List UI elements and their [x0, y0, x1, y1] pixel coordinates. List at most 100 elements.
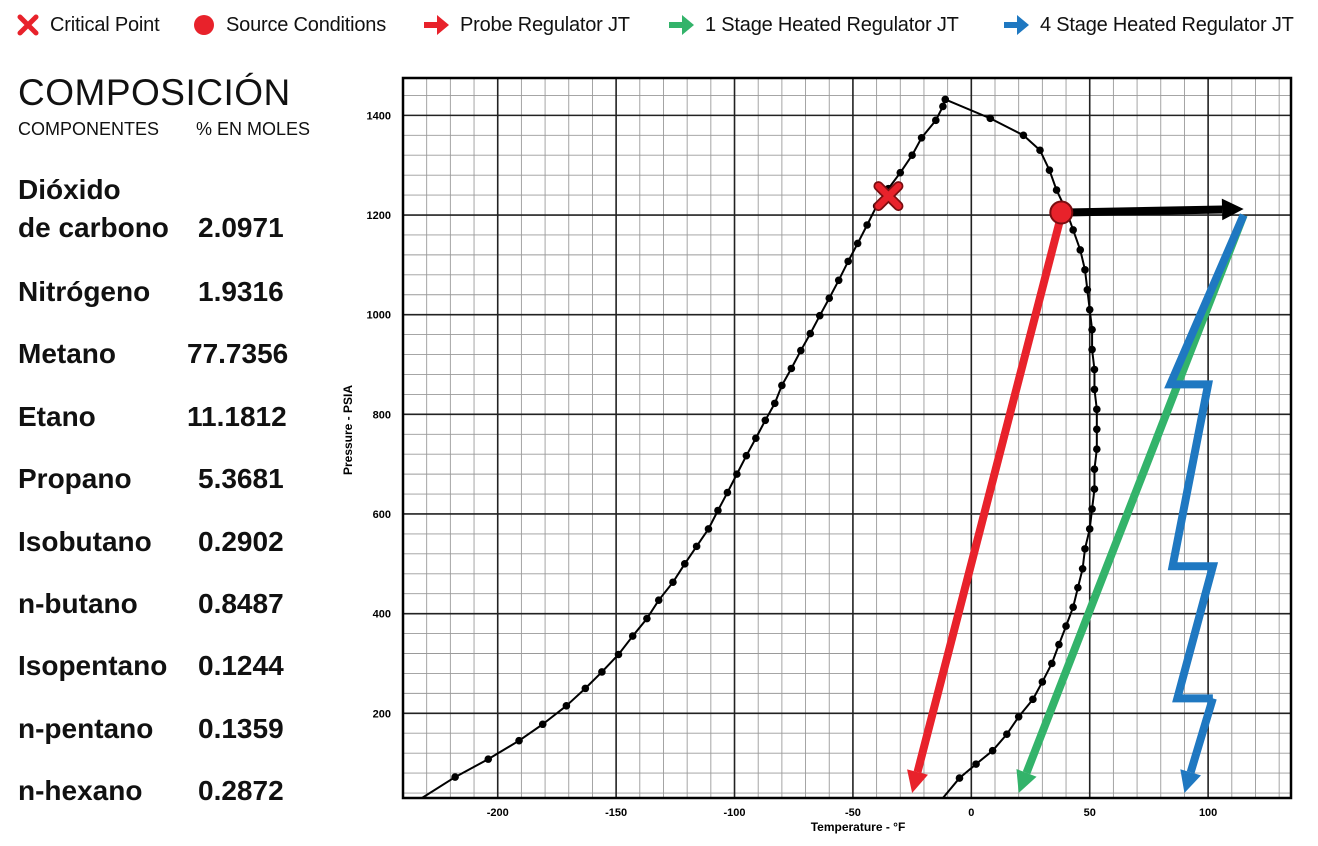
composition-panel: COMPOSICIÓN COMPONENTES % EN MOLES: [18, 74, 338, 141]
envelope-point: [1003, 730, 1011, 739]
component-name: n-butano: [18, 588, 138, 619]
component-value: 0.8487: [198, 588, 284, 619]
envelope-point: [1069, 603, 1077, 611]
envelope-point: [1029, 695, 1037, 704]
envelope-point: [1038, 678, 1047, 686]
envelope-point: [628, 632, 637, 640]
envelope-point: [1090, 385, 1099, 394]
component-name: de carbono: [18, 212, 169, 243]
envelope-point: [562, 702, 571, 710]
envelope-point: [723, 488, 732, 497]
envelope-point: [917, 133, 926, 142]
legend-label: Critical Point: [50, 13, 160, 36]
x-tick-label: 50: [1084, 807, 1096, 819]
legend-item-1-stage: 1 Stage Heated Regulator JT: [667, 11, 959, 39]
probe-regulator-arrow-head: [907, 769, 928, 794]
y-tick-label: 1000: [367, 310, 391, 322]
envelope-point: [986, 114, 995, 123]
table-row: Dióxido de carbono 2.0971: [18, 174, 338, 254]
component-name: n-pentano: [18, 713, 154, 744]
component-value: 5.3681: [198, 463, 284, 494]
component-name: Dióxido: [18, 174, 121, 205]
envelope-point: [1048, 659, 1056, 668]
source-heat-arrow-shaft: [1065, 205, 1223, 217]
envelope-point: [1076, 246, 1085, 254]
envelope-point: [787, 364, 796, 373]
envelope-point: [581, 684, 590, 693]
component-value: 0.1359: [198, 713, 284, 744]
percent-column-header: % EN MOLES: [196, 119, 311, 139]
envelope-point: [1081, 266, 1089, 274]
legend-item-source-conditions: Source Conditions: [192, 11, 386, 39]
probe-regulator-arrow-shaft: [913, 214, 1066, 774]
legend-label: 4 Stage Heated Regulator JT: [1040, 13, 1294, 36]
envelope-point: [939, 102, 947, 111]
component-value: 1.9316: [198, 276, 284, 307]
envelope-point: [1085, 525, 1094, 533]
envelope-point: [1085, 305, 1094, 314]
envelope-point: [778, 381, 786, 390]
four-stage-arrow-shaft: [1186, 697, 1217, 774]
phase-envelope-chart: -200 -150 -100 -50 0 50 100 200 400 600 800 1000 12…: [341, 76, 1293, 834]
x-tick-label: 100: [1199, 807, 1217, 819]
arrow-right-icon: [424, 15, 449, 35]
source-conditions-marker: [1049, 200, 1074, 225]
envelope-point: [1088, 325, 1096, 334]
envelope-point: [1093, 445, 1101, 454]
envelope-point: [1069, 226, 1077, 234]
source-heat-arrow-head: [1221, 198, 1244, 221]
envelope-point: [896, 168, 905, 177]
envelope-point: [680, 560, 689, 568]
dot-marker-icon: [194, 15, 214, 35]
one-stage-arrow-head: [1016, 768, 1037, 794]
envelope-point: [1045, 166, 1054, 174]
envelope-point: [598, 668, 606, 676]
envelope-point: [972, 760, 980, 768]
plot-frame: [401, 76, 1293, 800]
envelope-point: [733, 470, 741, 478]
envelope-point: [941, 95, 950, 104]
arrow-right-icon: [669, 15, 694, 35]
envelope-point: [538, 720, 547, 729]
x-marker-icon: [17, 14, 39, 36]
envelope-point: [1019, 131, 1028, 140]
envelope-point: [815, 311, 824, 320]
envelope-point: [1014, 712, 1023, 721]
y-tick-label: 400: [373, 609, 391, 621]
component-value: 11.1812: [187, 401, 287, 432]
x-tick-label: 0: [968, 807, 974, 819]
component-name: Isobutano: [18, 526, 152, 557]
arrow-right-icon: [1004, 15, 1029, 35]
legend-label: Probe Regulator JT: [460, 13, 630, 36]
composition-title: COMPOSICIÓN: [18, 72, 291, 113]
component-name: Isopentano: [18, 650, 168, 681]
envelope-point: [714, 506, 722, 515]
envelope-point: [988, 746, 997, 755]
component-value: 2.0971: [198, 212, 284, 243]
envelope-point: [692, 542, 701, 551]
envelope-point: [797, 346, 805, 355]
component-column-header: COMPONENTES: [18, 119, 160, 139]
component-value: 0.2872: [198, 775, 284, 806]
legend-item-critical-point: Critical Point: [16, 11, 160, 39]
critical-point-marker: [875, 182, 902, 210]
envelope-point: [484, 755, 493, 763]
x-axis-label: Temperature - °F: [811, 820, 906, 834]
y-tick-label: 600: [373, 509, 391, 521]
envelope-point: [834, 276, 843, 285]
envelope-point: [669, 578, 677, 587]
component-name: Etano: [18, 401, 96, 432]
component-name: n-hexano: [18, 775, 143, 806]
envelope-point: [844, 257, 852, 266]
envelope-point: [704, 525, 713, 533]
envelope-point: [451, 773, 459, 781]
envelope-point: [1090, 365, 1099, 374]
four-stage-arrow-head: [1180, 769, 1201, 794]
legend: Critical Point Source Conditions Probe R…: [0, 0, 1318, 50]
envelope-point: [1083, 285, 1092, 294]
x-tick-label: -200: [487, 807, 509, 819]
composition-header: COMPONENTES % EN MOLES: [18, 119, 338, 141]
envelope-point: [752, 434, 760, 443]
envelope-point: [1088, 505, 1096, 513]
legend-item-4-stage: 4 Stage Heated Regulator JT: [1002, 11, 1294, 39]
